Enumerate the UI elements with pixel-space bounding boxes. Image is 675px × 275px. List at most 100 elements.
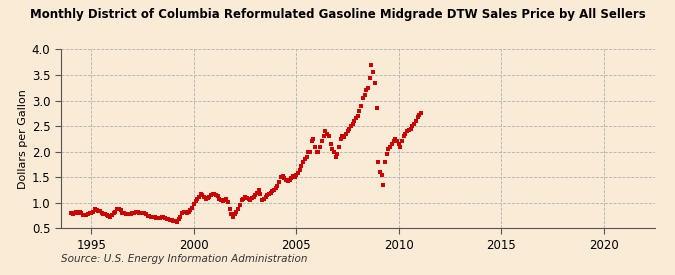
Point bbox=[65, 211, 76, 216]
Point bbox=[379, 160, 390, 164]
Point bbox=[373, 160, 383, 164]
Point bbox=[238, 196, 249, 201]
Point bbox=[155, 216, 165, 220]
Point bbox=[356, 103, 367, 108]
Point bbox=[132, 210, 143, 214]
Point bbox=[184, 210, 194, 214]
Point bbox=[139, 211, 150, 215]
Point bbox=[383, 147, 394, 151]
Point bbox=[101, 213, 112, 218]
Point bbox=[315, 144, 325, 149]
Point bbox=[395, 144, 406, 149]
Point bbox=[408, 121, 419, 126]
Point bbox=[124, 212, 134, 217]
Point bbox=[317, 139, 327, 144]
Point bbox=[402, 129, 412, 133]
Point bbox=[361, 88, 372, 93]
Point bbox=[207, 192, 218, 196]
Point bbox=[259, 196, 269, 201]
Point bbox=[303, 149, 314, 154]
Point bbox=[248, 194, 259, 199]
Point bbox=[80, 213, 90, 218]
Point bbox=[320, 129, 331, 133]
Point bbox=[190, 199, 201, 204]
Point bbox=[151, 215, 162, 220]
Point bbox=[275, 175, 286, 179]
Point bbox=[300, 157, 310, 161]
Point bbox=[198, 194, 209, 199]
Point bbox=[378, 183, 389, 187]
Point bbox=[175, 214, 186, 219]
Point bbox=[192, 196, 202, 201]
Point bbox=[351, 116, 362, 121]
Y-axis label: Dollars per Gallon: Dollars per Gallon bbox=[18, 89, 28, 189]
Point bbox=[187, 206, 198, 210]
Point bbox=[194, 194, 205, 199]
Point bbox=[166, 218, 177, 222]
Point bbox=[200, 196, 211, 201]
Point bbox=[281, 178, 292, 182]
Point bbox=[68, 212, 78, 216]
Point bbox=[78, 213, 88, 217]
Point bbox=[394, 142, 404, 146]
Point bbox=[344, 126, 354, 131]
Point bbox=[330, 155, 341, 159]
Point bbox=[82, 212, 93, 216]
Point bbox=[71, 210, 82, 214]
Point bbox=[195, 192, 206, 196]
Point bbox=[216, 198, 227, 202]
Point bbox=[362, 86, 373, 90]
Point bbox=[282, 178, 293, 183]
Point bbox=[159, 216, 170, 220]
Point bbox=[205, 193, 216, 197]
Point bbox=[296, 164, 307, 168]
Point bbox=[178, 210, 189, 214]
Point bbox=[242, 196, 252, 200]
Point bbox=[223, 199, 234, 204]
Point bbox=[291, 172, 302, 177]
Point bbox=[153, 215, 163, 220]
Point bbox=[88, 210, 99, 214]
Point bbox=[346, 124, 356, 128]
Point bbox=[260, 194, 271, 199]
Point bbox=[310, 144, 321, 149]
Point bbox=[414, 113, 425, 117]
Point bbox=[392, 139, 402, 144]
Point bbox=[349, 119, 360, 123]
Point bbox=[347, 121, 358, 126]
Point bbox=[252, 190, 263, 195]
Point bbox=[86, 211, 97, 215]
Point bbox=[236, 198, 247, 202]
Point bbox=[97, 211, 107, 215]
Point bbox=[148, 214, 159, 219]
Point bbox=[311, 149, 322, 154]
Point bbox=[245, 198, 256, 202]
Point bbox=[130, 210, 141, 214]
Point bbox=[313, 149, 324, 154]
Point bbox=[264, 191, 275, 196]
Point bbox=[177, 211, 188, 215]
Point bbox=[204, 194, 215, 199]
Point bbox=[342, 129, 353, 133]
Point bbox=[335, 137, 346, 141]
Point bbox=[235, 203, 246, 207]
Point bbox=[137, 211, 148, 216]
Point bbox=[333, 144, 344, 149]
Point bbox=[213, 194, 223, 198]
Point bbox=[185, 208, 196, 212]
Point bbox=[294, 167, 305, 172]
Point bbox=[117, 211, 128, 215]
Point bbox=[387, 142, 398, 146]
Point bbox=[321, 131, 332, 136]
Point bbox=[267, 189, 277, 194]
Point bbox=[415, 111, 426, 116]
Point bbox=[111, 207, 122, 211]
Point bbox=[323, 134, 334, 139]
Point bbox=[144, 214, 155, 218]
Point bbox=[253, 188, 264, 192]
Point bbox=[354, 109, 364, 113]
Point bbox=[211, 192, 221, 197]
Point bbox=[226, 212, 237, 216]
Text: Source: U.S. Energy Information Administration: Source: U.S. Energy Information Administ… bbox=[61, 254, 307, 264]
Point bbox=[339, 135, 350, 139]
